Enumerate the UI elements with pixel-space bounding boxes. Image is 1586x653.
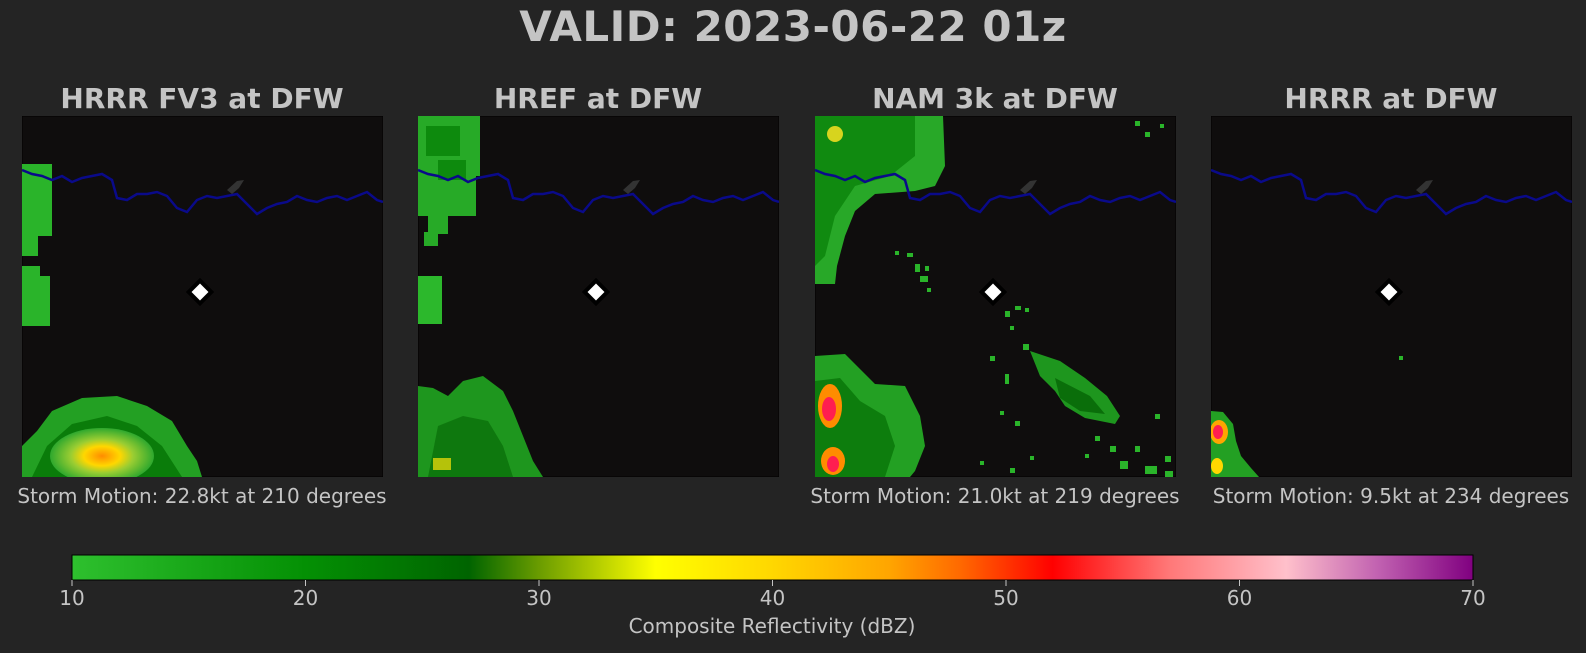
colorbar-tick-label: 40	[760, 586, 785, 610]
panel-title-nam3k: NAM 3k at DFW	[872, 82, 1118, 115]
lake-outline	[623, 180, 640, 194]
lake-outline	[1020, 180, 1037, 194]
echo-scattered	[895, 121, 1173, 477]
panel-title-hrrr-fv3: HRRR FV3 at DFW	[60, 82, 344, 115]
echo-west	[418, 276, 442, 324]
colorbar-tick-label: 70	[1460, 586, 1485, 610]
storm-motion-hrrr: Storm Motion: 9.5kt at 234 degrees	[1212, 484, 1570, 508]
echo-northwest-core	[426, 126, 466, 180]
colorbar: 10 20 30 40 50 60 70 Composite Reflectivity (d…	[59, 554, 1486, 638]
station-marker	[185, 277, 215, 307]
storm-motion-hrrr-fv3: Storm Motion: 22.8kt at 210 degrees	[17, 484, 387, 508]
echo-south-cell	[418, 376, 543, 477]
map-panel-hrrr-fv3	[22, 116, 383, 477]
lake-outline	[1416, 180, 1433, 194]
storm-motion-nam3k: Storm Motion: 21.0kt at 219 degrees	[810, 484, 1180, 508]
lake-outline	[227, 180, 244, 194]
map-panel-hrrr	[1211, 116, 1572, 477]
colorbar-tick-label: 50	[993, 586, 1018, 610]
echo-northwest	[815, 116, 945, 284]
colorbar-bar	[71, 554, 1474, 581]
station-marker	[978, 277, 1008, 307]
colorbar-tick-label: 30	[526, 586, 551, 610]
map-panel-nam3k	[815, 116, 1176, 477]
echo-southwest	[1211, 411, 1259, 477]
echo-southeast-line	[1030, 351, 1120, 424]
colorbar-label: Composite Reflectivity (dBZ)	[629, 614, 916, 638]
echo-southwest	[815, 354, 925, 477]
station-marker	[581, 277, 611, 307]
river	[815, 168, 1176, 216]
main-title: VALID: 2023-06-22 01z	[519, 2, 1067, 51]
panel-title-href: HREF at DFW	[493, 82, 703, 115]
station-marker	[1374, 277, 1404, 307]
echo-point	[1399, 356, 1403, 360]
colorbar-tick-label: 10	[59, 586, 84, 610]
panel-title-hrrr: HRRR at DFW	[1284, 82, 1498, 115]
colorbar-tick-label: 20	[293, 586, 318, 610]
echo-south-cell	[22, 396, 202, 477]
river	[22, 168, 383, 216]
river	[418, 168, 779, 216]
colorbar-tick-label: 60	[1227, 586, 1252, 610]
river	[1211, 168, 1572, 216]
colorbar-ticks: 10 20 30 40 50 60 70	[59, 580, 1486, 610]
map-panel-href	[418, 116, 779, 477]
